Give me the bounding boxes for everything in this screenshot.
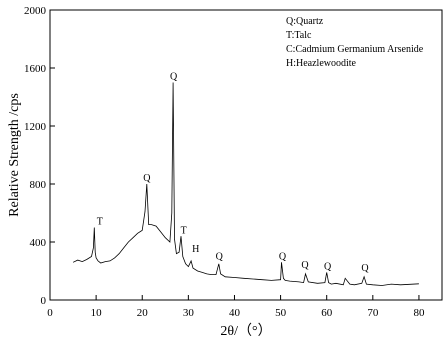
x-tick-label: 50 bbox=[275, 307, 287, 319]
peak-label: Q bbox=[279, 251, 287, 262]
x-tick-label: 60 bbox=[321, 307, 333, 319]
x-axis-label: 2θ/（°） bbox=[220, 323, 271, 339]
peak-label: Q bbox=[170, 72, 178, 83]
y-tick-label: 800 bbox=[30, 179, 47, 191]
legend-entry: H:Heazlewoodite bbox=[286, 58, 357, 69]
xrd-pattern-line bbox=[72, 82, 419, 286]
x-tick-label: 70 bbox=[367, 307, 379, 319]
x-tick-label: 0 bbox=[47, 307, 53, 319]
peak-label: Q bbox=[324, 262, 332, 273]
legend-entry: T:Talc bbox=[286, 30, 312, 41]
x-tick-label: 10 bbox=[91, 307, 103, 319]
y-tick-label: 1200 bbox=[24, 121, 47, 133]
y-tick-label: 1600 bbox=[24, 63, 47, 75]
peak-label: Q bbox=[143, 173, 151, 184]
legend-entry: Q:Quartz bbox=[286, 16, 324, 27]
x-tick-label: 80 bbox=[413, 307, 425, 319]
series-layer bbox=[72, 82, 419, 286]
x-tick-label: 20 bbox=[137, 307, 149, 319]
y-axis-label: Relative Strength /cps bbox=[7, 93, 22, 217]
peak-label: Q bbox=[216, 251, 224, 262]
peak-label: Q bbox=[361, 263, 369, 274]
x-tick-label: 40 bbox=[229, 307, 241, 319]
peak-label: T bbox=[97, 217, 103, 228]
legend-entry: C:Cadmium Germanium Arsenide bbox=[286, 44, 424, 55]
peak-label: T bbox=[181, 225, 187, 236]
x-tick-label: 30 bbox=[183, 307, 195, 319]
plot-frame bbox=[49, 9, 443, 301]
y-tick-label: 0 bbox=[41, 295, 47, 307]
peak-label: Q bbox=[301, 260, 309, 271]
y-tick-label: 2000 bbox=[24, 5, 47, 17]
y-tick-label: 400 bbox=[30, 237, 47, 249]
legend: Q:Quartz T:Talc C:Cadmium Germanium Arseni… bbox=[286, 16, 424, 69]
peak-label: H bbox=[192, 244, 199, 255]
